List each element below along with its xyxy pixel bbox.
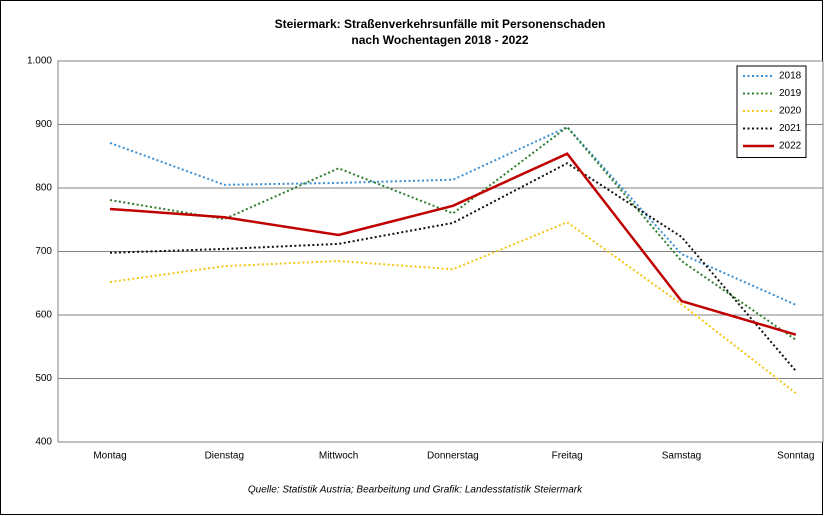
x-tick-label: Mittwoch [319, 451, 358, 462]
y-tick-label: 900 [35, 119, 52, 130]
y-tick-label: 700 [35, 246, 52, 257]
series-line [109, 162, 797, 372]
y-tick-label: 1.000 [27, 56, 52, 67]
y-tick-label: 800 [35, 183, 52, 194]
series-line [109, 125, 797, 306]
source: Quelle: Statistik Austria; Bearbeitung u… [248, 485, 583, 496]
x-tick-label: Freitag [552, 451, 583, 462]
y-tick-label: 600 [35, 310, 52, 321]
legend-label: 2019 [779, 88, 802, 99]
legend-label: 2018 [779, 71, 802, 82]
x-tick-label: Samstag [662, 451, 701, 462]
legend-label: 2020 [779, 106, 802, 117]
x-tick-label: Montag [93, 451, 126, 462]
legend-label: 2021 [779, 123, 802, 134]
series-line [109, 221, 797, 394]
x-tick-label: Sonntag [777, 451, 814, 462]
x-tick-label: Dienstag [205, 451, 244, 462]
chart-title: Steiermark: Straßenverkehrsunfälle mit P… [275, 17, 606, 31]
chart-title: nach Wochentagen 2018 - 2022 [351, 33, 529, 47]
y-tick-label: 400 [35, 437, 52, 448]
legend-label: 2022 [779, 141, 802, 152]
y-tick-label: 500 [35, 373, 52, 384]
series-line [109, 152, 797, 336]
x-tick-label: Donnerstag [427, 451, 479, 462]
